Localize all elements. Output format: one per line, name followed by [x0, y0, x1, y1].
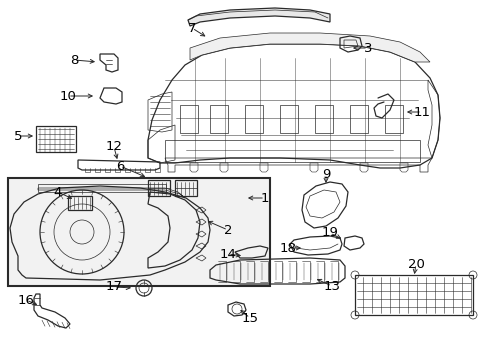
Bar — [164, 140, 419, 162]
Bar — [38, 184, 165, 192]
Text: 5: 5 — [14, 130, 22, 143]
Bar — [314, 105, 332, 133]
Bar — [148, 180, 170, 196]
Bar — [244, 105, 263, 133]
Polygon shape — [187, 8, 329, 26]
Text: 6: 6 — [116, 159, 124, 172]
Bar — [354, 275, 472, 315]
Text: 4: 4 — [54, 185, 62, 198]
Bar — [384, 105, 402, 133]
Bar — [36, 126, 76, 152]
Text: 10: 10 — [60, 90, 76, 103]
Text: 11: 11 — [413, 105, 429, 118]
Bar — [349, 105, 367, 133]
Polygon shape — [190, 33, 429, 62]
Text: 14: 14 — [219, 248, 236, 261]
Text: 16: 16 — [18, 293, 34, 306]
Bar — [68, 196, 92, 210]
Text: 13: 13 — [323, 279, 340, 292]
Text: 15: 15 — [241, 311, 258, 324]
Text: 20: 20 — [407, 257, 424, 270]
Text: 1: 1 — [260, 192, 269, 204]
Text: 7: 7 — [187, 22, 196, 35]
Bar — [175, 180, 197, 196]
Text: 9: 9 — [321, 167, 329, 180]
Text: 19: 19 — [321, 226, 338, 239]
Text: 8: 8 — [70, 54, 78, 67]
Bar — [280, 105, 297, 133]
Bar — [180, 105, 198, 133]
Text: 17: 17 — [105, 280, 122, 293]
Text: 12: 12 — [105, 140, 122, 153]
Text: 3: 3 — [363, 41, 371, 54]
Bar — [209, 105, 227, 133]
Text: 18: 18 — [279, 242, 296, 255]
Text: 2: 2 — [224, 224, 232, 237]
Bar — [8, 178, 269, 286]
